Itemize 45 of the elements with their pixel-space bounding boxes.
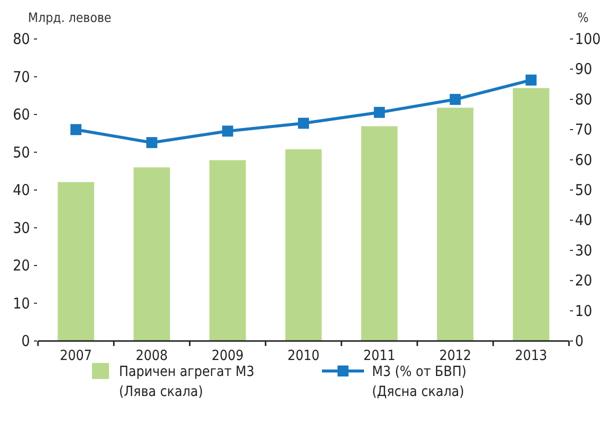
y2-tick-label: 10 xyxy=(575,302,592,320)
y-tick-label: 60 xyxy=(12,106,30,124)
x-tick-label: 2013 xyxy=(515,348,548,364)
y2-tick-label: 100 xyxy=(575,30,601,48)
bar xyxy=(437,108,474,341)
y-tick-label: 30 xyxy=(12,218,30,237)
x-tick-label: 2007 xyxy=(60,348,92,364)
x-tick-label: 2010 xyxy=(287,348,320,364)
y-tick-label: 40 xyxy=(12,181,30,199)
y-tick-label: 50 xyxy=(12,143,30,162)
y-tick-label: 70 xyxy=(12,68,30,86)
y2-tick-label: 90 xyxy=(575,60,592,78)
bar xyxy=(361,126,398,341)
x-tick-label: 2012 xyxy=(439,348,472,364)
bar xyxy=(58,182,94,341)
y-tick-label: 0 xyxy=(21,332,30,350)
point xyxy=(526,74,537,86)
bar xyxy=(512,88,550,341)
point xyxy=(222,126,234,137)
y2-tick-label: 0 xyxy=(575,332,584,350)
y2-tick-label: 30 xyxy=(575,241,592,260)
legend-label: Паричен агрегат М3 (Лява скала) xyxy=(119,364,254,400)
point xyxy=(374,106,385,118)
point xyxy=(450,94,461,105)
y2-tick-label: 40 xyxy=(575,211,592,230)
x-tick-label: 2008 xyxy=(136,348,168,364)
point xyxy=(146,137,158,148)
y2-axis-title: % xyxy=(577,11,589,26)
x-tick-label: 2009 xyxy=(212,348,244,364)
y2-tick-label: 80 xyxy=(575,90,592,108)
y2-tick-label: 70 xyxy=(575,120,592,139)
legend-label: М3 (% от БВП) (Дясна скала) xyxy=(372,364,466,400)
point xyxy=(70,124,82,136)
y-tick-label: 20 xyxy=(12,256,30,274)
y-axis-title: Млрд. левове xyxy=(28,11,112,26)
bar xyxy=(134,167,170,341)
y2-tick-label: 50 xyxy=(575,181,592,199)
x-tick-label: 2011 xyxy=(363,348,396,364)
y2-tick-label: 60 xyxy=(575,150,592,169)
y2-tick-label: 20 xyxy=(575,272,592,290)
point xyxy=(298,118,309,129)
y-tick-label: 80 xyxy=(12,30,30,48)
y-tick-label: 10 xyxy=(12,294,30,312)
bar xyxy=(285,149,322,341)
bar xyxy=(209,160,246,341)
